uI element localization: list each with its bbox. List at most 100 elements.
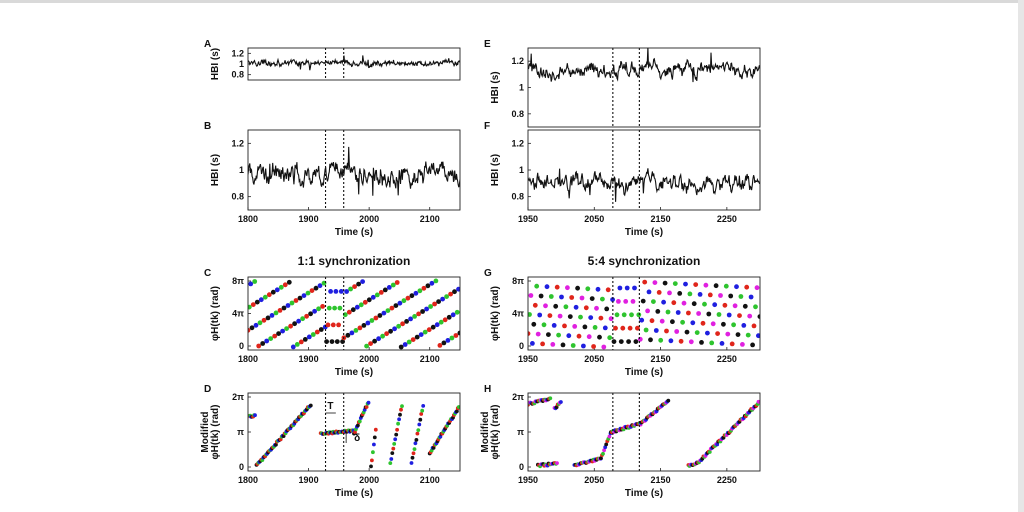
point-G-44 [588, 315, 594, 320]
point-D-117 [370, 458, 374, 463]
point-G-32 [570, 343, 576, 348]
point-D-116 [369, 464, 373, 469]
point-G-36 [576, 333, 582, 339]
point-C-149 [442, 317, 448, 323]
point-G-148 [740, 342, 745, 347]
point-C-19 [269, 313, 275, 318]
point-H-75 [599, 456, 603, 460]
point-G-1 [528, 331, 531, 336]
point-C-31 [285, 303, 291, 308]
point-G-21 [554, 284, 560, 290]
xtick-label-G-3: 2250 [717, 354, 737, 364]
point-G-86 [649, 318, 655, 324]
point-C-53 [314, 329, 320, 335]
point-C-143 [434, 322, 440, 328]
point-G-109 [683, 281, 688, 287]
ytick-label-G-1: 4π [512, 309, 524, 319]
point-C-145 [437, 343, 443, 348]
point-G-34 [573, 304, 579, 310]
point-C-50 [310, 332, 316, 337]
point-C-35 [290, 344, 296, 350]
point-C-133 [421, 285, 427, 291]
point-G-41 [583, 305, 589, 311]
point-C-26 [278, 284, 284, 290]
point-D-141 [415, 431, 420, 436]
point-G-68 [623, 299, 629, 304]
point-C-23 [274, 287, 280, 293]
point-C-10 [257, 320, 263, 326]
point-G-134 [719, 341, 725, 346]
point-C-30 [284, 326, 289, 331]
point-G-59 [610, 297, 615, 302]
point-G-53 [601, 344, 607, 350]
ylabel-D: φH(tk) (rad) [210, 405, 221, 460]
point-G-19 [551, 323, 557, 328]
point-D-64 [308, 403, 313, 408]
point-G-55 [604, 306, 610, 312]
point-C-7 [253, 322, 259, 328]
point-G-92 [658, 337, 664, 343]
point-G-110 [684, 329, 690, 335]
ytick-label-D-2: 2π [232, 392, 244, 402]
point-G-7 [534, 283, 540, 289]
point-G-54 [602, 325, 608, 331]
point-C-93 [368, 341, 373, 346]
point-C-56 [318, 327, 324, 332]
ylabel-H: φH(tk) (rad) [490, 405, 501, 460]
point-C-29 [282, 282, 288, 288]
point-C-78 [348, 286, 353, 292]
point-C-41 [298, 339, 304, 345]
series-line-E [528, 48, 760, 83]
point-G-14 [544, 284, 550, 290]
point-G-133 [718, 293, 723, 298]
point-C-118 [401, 298, 407, 304]
point-G-40 [582, 324, 588, 330]
point-C-79 [349, 330, 355, 336]
point-G-46 [591, 344, 596, 349]
point-D-135 [409, 461, 414, 465]
point-G-139 [726, 312, 732, 318]
xtick-label-H-1: 2050 [584, 475, 604, 485]
ytick-label-B-1: 1 [239, 165, 244, 175]
top-border [0, 0, 1024, 3]
point-C-157 [453, 333, 459, 338]
point-G-9 [537, 312, 543, 318]
point-G-124 [705, 330, 710, 336]
point-D-142 [416, 428, 421, 432]
xtick-label-B-3: 2100 [420, 214, 440, 224]
point-C-111 [392, 326, 397, 332]
point-D-124 [390, 451, 395, 455]
xlabel-C: Time (s) [335, 367, 373, 378]
point-G-31 [569, 295, 575, 300]
point-G-121 [700, 320, 706, 326]
point-G-116 [693, 282, 699, 287]
point-C-1 [248, 327, 251, 333]
point-C-119 [402, 342, 408, 347]
point-G-94 [661, 299, 666, 305]
point-C-139 [429, 280, 435, 286]
series-line-B [248, 146, 460, 196]
point-C-77 [346, 309, 352, 315]
data-F [528, 168, 760, 202]
point-G-49 [595, 286, 601, 292]
point-C-132 [420, 309, 425, 314]
point-G-11 [540, 341, 545, 347]
point-C-92 [366, 297, 372, 303]
point-G-99 [668, 338, 674, 344]
point-H-208 [756, 399, 760, 404]
point-C-62 [326, 305, 332, 311]
point-G-12 [541, 322, 547, 328]
point-C-67 [333, 289, 339, 294]
ytick-label-D-0: 0 [239, 462, 244, 472]
point-G-137 [723, 283, 729, 289]
point-G-63 [616, 299, 621, 304]
point-G-112 [687, 291, 693, 297]
point-C-105 [384, 331, 389, 337]
point-G-150 [742, 303, 748, 309]
point-G-119 [697, 292, 703, 297]
ytick-label-D-1: π [237, 427, 244, 437]
point-C-159 [456, 286, 460, 292]
point-D-115 [366, 400, 371, 405]
data-A [248, 55, 460, 71]
point-G-57 [607, 335, 613, 341]
